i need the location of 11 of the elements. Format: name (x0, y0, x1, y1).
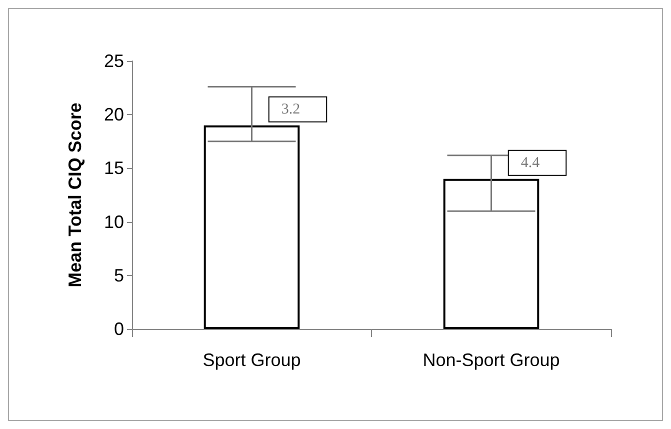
y-tick-label: 15 (104, 158, 124, 178)
y-tick-label: 5 (114, 265, 124, 286)
x-tick-label: Sport Group (202, 350, 301, 370)
x-tick-label: Non-Sport Group (422, 350, 560, 370)
annotation: 4.4 (520, 154, 540, 171)
y-tick-label: 0 (114, 319, 124, 339)
y-tick-label: 20 (104, 104, 124, 125)
y-tick-label: 25 (104, 51, 124, 71)
y-tick-label: 10 (104, 212, 124, 232)
y-axis-title: Mean Total CIQ Score (65, 102, 85, 288)
annotation: 3.2 (281, 101, 300, 118)
